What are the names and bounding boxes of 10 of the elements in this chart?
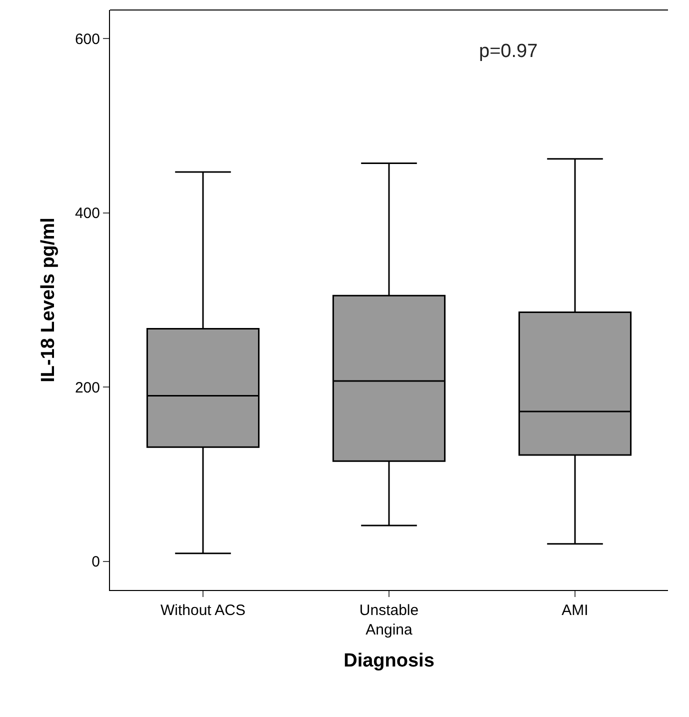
y-axis-title: IL-18 Levels pg/ml [38, 218, 59, 382]
y-tick-label: 0 [92, 554, 100, 571]
x-tick-label: Unstable Angina [359, 602, 419, 638]
annotation: p=0.97 [479, 41, 538, 62]
y-tick-label: 400 [74, 205, 100, 222]
x-tick-label: AMI [562, 602, 588, 619]
y-tick-label: 600 [74, 30, 100, 48]
y-tick-label: 200 [74, 379, 100, 396]
x-axis-title: Diagnosis [344, 650, 434, 672]
x-tick-label: Without ACS [160, 602, 246, 619]
